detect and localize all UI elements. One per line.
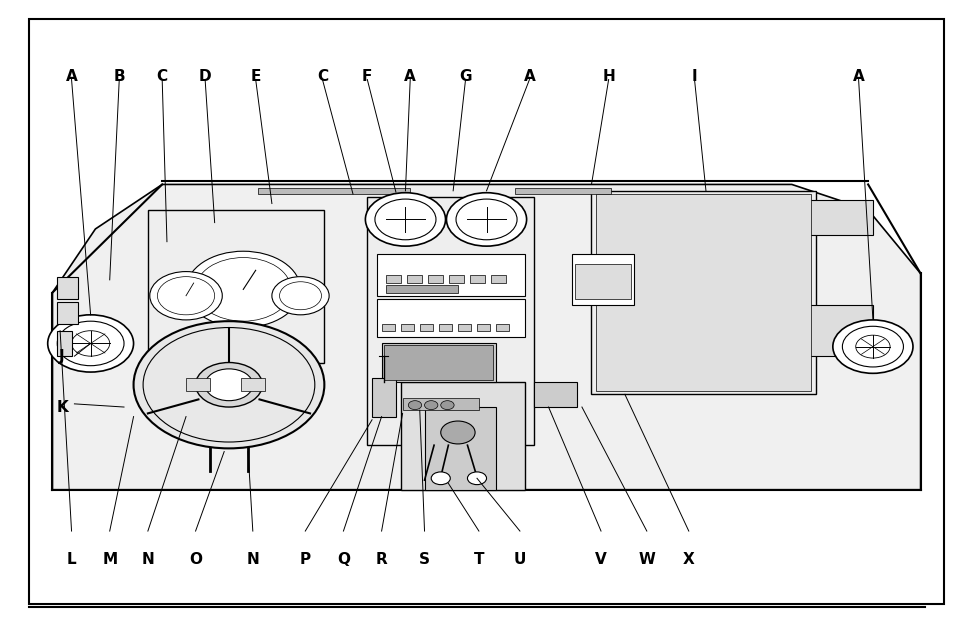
Bar bbox=[419, 324, 433, 331]
Bar bbox=[241, 378, 265, 391]
Bar bbox=[57, 277, 78, 299]
Bar bbox=[457, 324, 471, 331]
Text: W: W bbox=[638, 552, 655, 567]
Text: X: X bbox=[682, 552, 694, 567]
Circle shape bbox=[186, 251, 300, 328]
Bar bbox=[367, 197, 534, 445]
Circle shape bbox=[272, 277, 329, 315]
Bar bbox=[384, 345, 493, 380]
Bar bbox=[596, 194, 810, 391]
Text: J: J bbox=[59, 349, 65, 364]
Text: L: L bbox=[67, 552, 76, 567]
Circle shape bbox=[440, 421, 475, 444]
Text: N: N bbox=[141, 552, 154, 567]
Bar bbox=[376, 254, 524, 296]
Bar bbox=[496, 324, 509, 331]
Circle shape bbox=[832, 320, 912, 373]
Circle shape bbox=[195, 363, 262, 407]
Bar bbox=[400, 382, 524, 490]
Bar bbox=[428, 275, 442, 283]
Bar bbox=[386, 275, 400, 283]
Circle shape bbox=[446, 193, 526, 246]
Circle shape bbox=[48, 315, 133, 372]
Bar bbox=[57, 331, 71, 356]
Bar bbox=[710, 305, 872, 356]
Bar bbox=[148, 210, 324, 363]
Bar bbox=[400, 324, 414, 331]
Bar bbox=[376, 299, 524, 337]
Bar bbox=[575, 264, 630, 299]
Circle shape bbox=[133, 321, 324, 448]
Circle shape bbox=[150, 272, 222, 320]
Text: P: P bbox=[299, 552, 311, 567]
Bar bbox=[372, 378, 395, 417]
Text: K: K bbox=[56, 399, 68, 415]
Bar bbox=[591, 191, 815, 394]
Bar bbox=[572, 254, 634, 305]
Text: I: I bbox=[691, 69, 697, 84]
Text: S: S bbox=[418, 552, 430, 567]
Text: U: U bbox=[514, 552, 525, 567]
Circle shape bbox=[205, 369, 253, 401]
Bar bbox=[186, 378, 210, 391]
Text: Q: Q bbox=[336, 552, 350, 567]
Polygon shape bbox=[52, 184, 920, 490]
Text: A: A bbox=[852, 69, 863, 84]
Circle shape bbox=[431, 472, 450, 485]
Bar bbox=[438, 324, 452, 331]
Circle shape bbox=[365, 193, 445, 246]
Text: H: H bbox=[601, 69, 615, 84]
Bar bbox=[386, 285, 457, 293]
Text: A: A bbox=[523, 69, 535, 84]
Text: G: G bbox=[458, 69, 472, 84]
Text: O: O bbox=[189, 552, 202, 567]
Bar bbox=[424, 407, 496, 490]
Text: N: N bbox=[246, 552, 259, 567]
Bar bbox=[710, 200, 872, 235]
Bar bbox=[470, 275, 484, 283]
Text: V: V bbox=[595, 552, 606, 567]
Bar bbox=[381, 343, 496, 382]
Text: E: E bbox=[251, 69, 260, 84]
Text: C: C bbox=[316, 69, 328, 84]
Text: D: D bbox=[198, 69, 212, 84]
Text: R: R bbox=[375, 552, 387, 567]
Text: C: C bbox=[156, 69, 168, 84]
Circle shape bbox=[440, 401, 454, 410]
Text: T: T bbox=[473, 552, 484, 567]
Text: B: B bbox=[113, 69, 125, 84]
Bar bbox=[515, 188, 610, 194]
Bar bbox=[381, 324, 395, 331]
Circle shape bbox=[467, 472, 486, 485]
Text: F: F bbox=[362, 69, 372, 84]
Bar bbox=[257, 188, 410, 194]
Bar bbox=[534, 382, 577, 407]
Text: A: A bbox=[404, 69, 416, 84]
Circle shape bbox=[424, 401, 437, 410]
Text: M: M bbox=[102, 552, 117, 567]
Bar bbox=[491, 275, 505, 283]
Bar bbox=[407, 275, 421, 283]
Circle shape bbox=[408, 401, 421, 410]
Bar bbox=[476, 324, 490, 331]
Bar bbox=[57, 302, 78, 324]
Bar bbox=[402, 398, 478, 410]
Bar bbox=[449, 275, 463, 283]
Text: A: A bbox=[66, 69, 77, 84]
